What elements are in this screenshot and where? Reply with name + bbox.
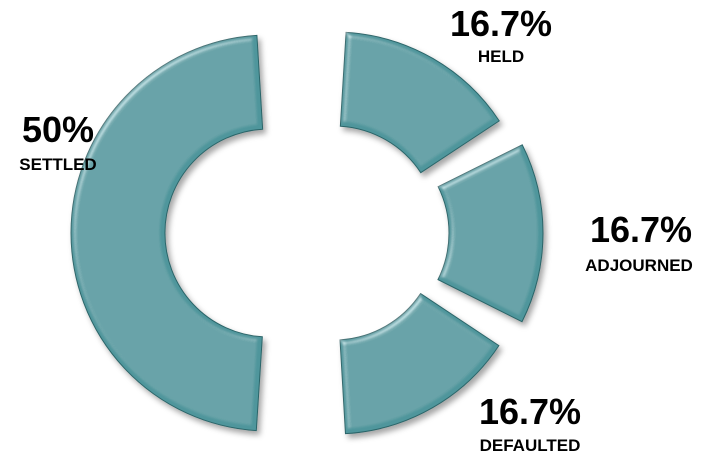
slice-adjourned xyxy=(437,144,544,323)
slice-settled xyxy=(70,34,264,432)
slice-percent-held: 16.7% xyxy=(450,3,552,44)
slice-held xyxy=(339,31,500,174)
slice-defaulted xyxy=(339,292,500,435)
slice-percent-settled: 50% xyxy=(22,109,94,150)
slice-label-adjourned: ADJOURNED xyxy=(585,256,693,275)
slice-percent-adjourned: 16.7% xyxy=(590,209,692,250)
slice-label-defaulted: DEFAULTED xyxy=(480,436,581,455)
slice-label-settled: SETTLED xyxy=(19,155,96,174)
slice-percent-defaulted: 16.7% xyxy=(479,391,581,432)
slice-label-held: HELD xyxy=(478,47,524,66)
